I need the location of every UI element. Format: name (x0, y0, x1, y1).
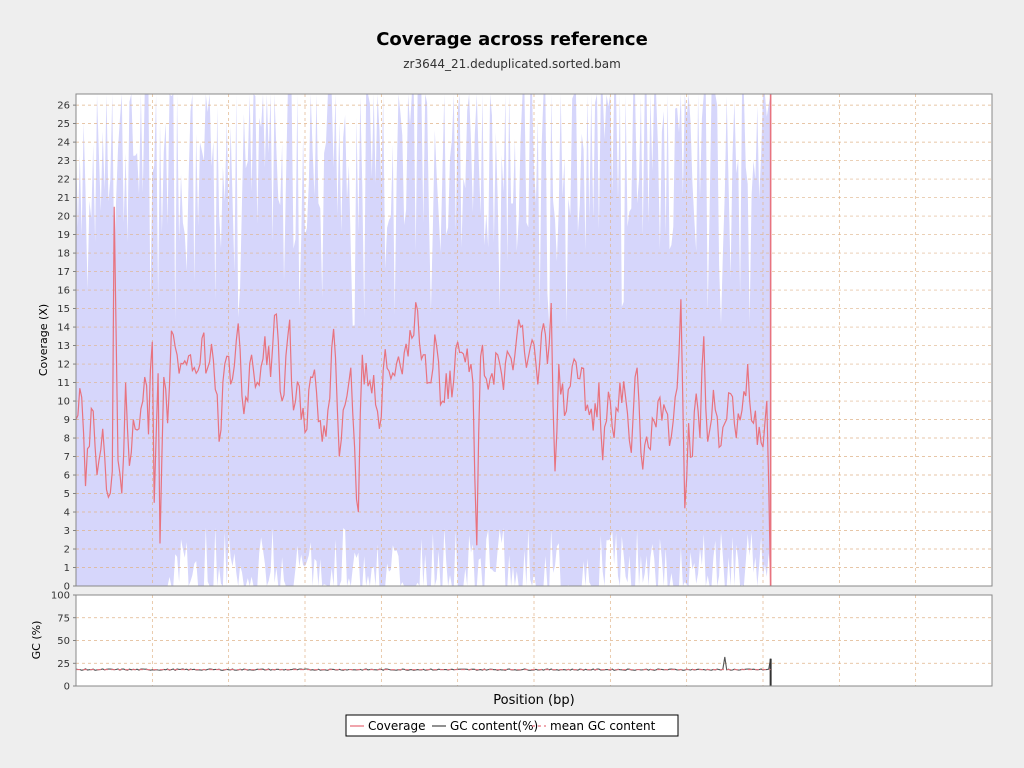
coverage-tick-label: 5 (64, 489, 70, 500)
coverage-tick-label: 2 (64, 545, 70, 556)
coverage-tick-label: 3 (64, 526, 70, 537)
x-axis-label: Position (bp) (493, 693, 574, 708)
coverage-tick-label: 22 (57, 175, 70, 186)
gc-tick-label: 25 (57, 659, 70, 670)
coverage-tick-label: 16 (57, 286, 70, 297)
gc-tick-label: 75 (57, 613, 70, 624)
coverage-tick-label: 9 (64, 415, 70, 426)
coverage-tick-label: 0 (64, 582, 70, 593)
coverage-tick-label: 17 (57, 267, 70, 278)
coverage-tick-label: 7 (64, 452, 70, 463)
coverage-ylabel: Coverage (X) (37, 304, 50, 376)
coverage-panel: 0123456789101112131415161718192021222324… (57, 93, 993, 593)
coverage-tick-label: 10 (57, 397, 70, 408)
chart-subtitle: zr3644_21.deduplicated.sorted.bam (403, 57, 621, 71)
coverage-tick-label: 15 (57, 304, 70, 315)
legend-box (345, 714, 679, 737)
coverage-tick-label: 24 (57, 138, 70, 149)
coverage-tick-label: 6 (64, 471, 70, 482)
coverage-tick-label: 12 (57, 360, 70, 371)
coverage-tick-label: 18 (57, 249, 70, 260)
coverage-tick-label: 1 (64, 563, 70, 574)
chart-title: Coverage across reference (376, 29, 648, 50)
coverage-tick-label: 25 (57, 119, 70, 130)
coverage-tick-label: 8 (64, 434, 70, 445)
coverage-tick-label: 11 (57, 378, 70, 389)
legend-label: Coverage (368, 719, 426, 733)
coverage-tick-label: 19 (57, 230, 70, 241)
coverage-tick-label: 14 (57, 323, 70, 334)
legend-label: mean GC content (550, 719, 656, 733)
gc-frame (75, 594, 993, 687)
legend: Coverage GC content(%) mean GC content (345, 714, 679, 737)
gc-ylabel: GC (%) (30, 621, 43, 660)
coverage-tick-label: 20 (57, 212, 70, 223)
coverage-tick-label: 26 (57, 101, 70, 112)
coverage-tick-label: 4 (64, 508, 70, 519)
coverage-tick-label: 23 (57, 156, 70, 167)
coverage-line (75, 206, 772, 587)
coverage-tick-label: 13 (57, 341, 70, 352)
coverage-frame (75, 93, 993, 587)
coverage-tick-label: 21 (57, 193, 70, 204)
gc-tick-label: 50 (57, 636, 70, 647)
gc-panel: 0 25 50 75 100 (51, 591, 993, 693)
gc-tick-label: 100 (51, 591, 70, 602)
gc-tick-label: 0 (64, 682, 70, 693)
legend-label: GC content(%) (450, 719, 538, 733)
coverage-spread-band (76, 94, 771, 586)
